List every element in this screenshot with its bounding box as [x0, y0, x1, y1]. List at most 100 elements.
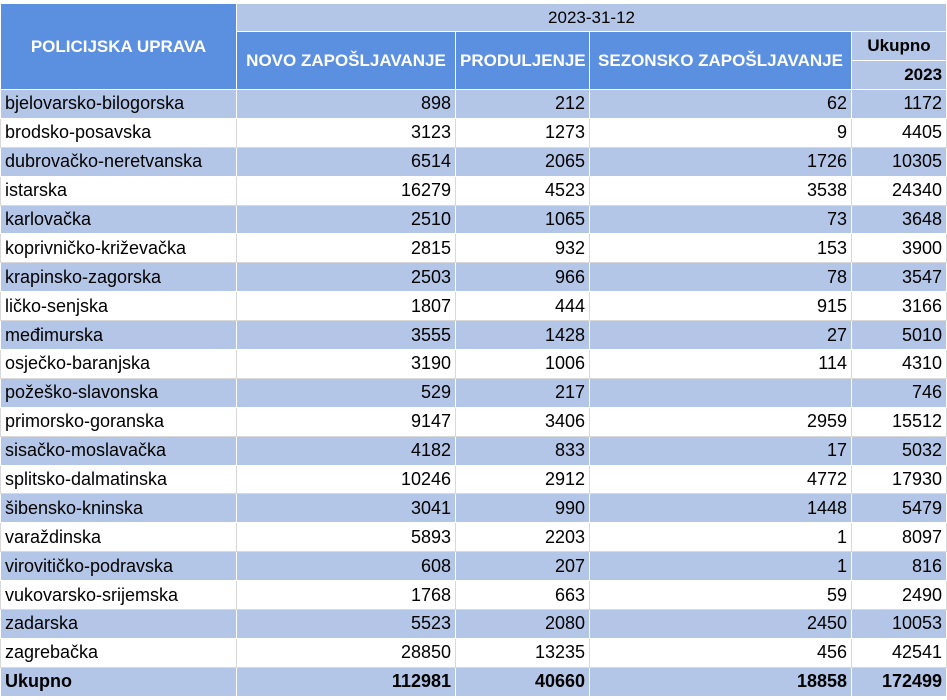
cell-seasonal: 17: [589, 435, 852, 466]
cell-name: požeško-slavonska: [0, 377, 237, 408]
cell-seasonal: 73: [589, 204, 852, 235]
cell-new: 5523: [236, 609, 456, 639]
cell-seasonal: 3538: [589, 175, 852, 206]
cell-total: 24340: [850, 175, 947, 206]
table-row: zagrebačka 28850 13235 456 42541: [0, 637, 947, 668]
cell-name: vukovarsko-srijemska: [0, 580, 237, 611]
header-total-year: 2023: [850, 60, 947, 90]
header-extension: PRODULJENJE: [455, 31, 590, 90]
total-label: Ukupno: [0, 666, 237, 697]
cell-total: 2490: [850, 580, 947, 611]
cell-new: 16279: [236, 175, 456, 206]
cell-new: 1807: [236, 291, 456, 322]
cell-seasonal: 9: [589, 117, 852, 148]
cell-total: 4405: [850, 117, 947, 148]
cell-total: 3547: [850, 262, 947, 293]
cell-new: 2503: [236, 262, 456, 293]
cell-name: brodsko-posavska: [0, 117, 237, 148]
cell-extension: 4523: [455, 175, 590, 206]
cell-seasonal: 153: [589, 233, 852, 264]
cell-extension: 1065: [455, 204, 590, 235]
table-row: šibensko-kninska 3041 990 1448 5479: [0, 493, 947, 524]
cell-new: 898: [236, 89, 456, 119]
cell-new: 3123: [236, 117, 456, 148]
cell-name: međimurska: [0, 320, 237, 351]
cell-total: 746: [850, 377, 947, 408]
cell-extension: 966: [455, 262, 590, 293]
cell-new: 529: [236, 377, 456, 408]
table-row: zadarska 5523 2080 2450 10053: [0, 609, 947, 639]
header-seasonal-employment: SEZONSKO ZAPOŠLJAVANJE: [589, 31, 852, 90]
cell-total: 3648: [850, 204, 947, 235]
table-body: bjelovarsko-bilogorska 898 212 62 1172 b…: [0, 89, 947, 697]
cell-total: 8097: [850, 522, 947, 553]
header-total: Ukupno: [850, 31, 947, 61]
total-extension: 40660: [455, 666, 590, 697]
cell-total: 5032: [850, 435, 947, 466]
cell-new: 2815: [236, 233, 456, 264]
cell-total: 3900: [850, 233, 947, 264]
cell-extension: 932: [455, 233, 590, 264]
table-row: vukovarsko-srijemska 1768 663 59 2490: [0, 580, 947, 611]
table-row: krapinsko-zagorska 2503 966 78 3547: [0, 262, 947, 293]
table-row: primorsko-goranska 9147 3406 2959 15512: [0, 406, 947, 437]
cell-seasonal: 27: [589, 320, 852, 351]
cell-seasonal: 2450: [589, 609, 852, 639]
cell-name: primorsko-goranska: [0, 406, 237, 437]
cell-extension: 2912: [455, 464, 590, 495]
cell-seasonal: [589, 377, 852, 408]
cell-name: krapinsko-zagorska: [0, 262, 237, 293]
cell-name: zadarska: [0, 609, 237, 639]
cell-new: 4182: [236, 435, 456, 466]
total-row: Ukupno 112981 40660 18858 172499: [0, 666, 947, 697]
table-row: brodsko-posavska 3123 1273 9 4405: [0, 117, 947, 148]
cell-seasonal: 1726: [589, 146, 852, 177]
cell-total: 17930: [850, 464, 947, 495]
cell-name: šibensko-kninska: [0, 493, 237, 524]
cell-seasonal: 915: [589, 291, 852, 322]
cell-new: 10246: [236, 464, 456, 495]
cell-total: 1172: [850, 89, 947, 119]
cell-new: 2510: [236, 204, 456, 235]
cell-new: 3041: [236, 493, 456, 524]
cell-total: 15512: [850, 406, 947, 437]
cell-seasonal: 1: [589, 522, 852, 553]
cell-name: koprivničko-križevačka: [0, 233, 237, 264]
cell-total: 5479: [850, 493, 947, 524]
cell-total: 10305: [850, 146, 947, 177]
cell-name: istarska: [0, 175, 237, 206]
cell-name: ličko-senjska: [0, 291, 237, 322]
cell-extension: 3406: [455, 406, 590, 437]
table-row: koprivničko-križevačka 2815 932 153 3900: [0, 233, 947, 264]
cell-extension: 833: [455, 435, 590, 466]
cell-new: 3555: [236, 320, 456, 351]
total-seasonal: 18858: [589, 666, 852, 697]
cell-new: 9147: [236, 406, 456, 437]
cell-seasonal: 1: [589, 551, 852, 582]
table-row: karlovačka 2510 1065 73 3648: [0, 204, 947, 235]
cell-extension: 990: [455, 493, 590, 524]
table-row: bjelovarsko-bilogorska 898 212 62 1172: [0, 89, 947, 119]
table-row: sisačko-moslavačka 4182 833 17 5032: [0, 435, 947, 466]
table-row: osječko-baranjska 3190 1006 114 4310: [0, 349, 947, 379]
table-row: međimurska 3555 1428 27 5010: [0, 320, 947, 351]
cell-extension: 1428: [455, 320, 590, 351]
cell-extension: 444: [455, 291, 590, 322]
cell-new: 6514: [236, 146, 456, 177]
header-date: 2023-31-12: [235, 3, 947, 32]
cell-name: varaždinska: [0, 522, 237, 553]
cell-extension: 217: [455, 377, 590, 408]
cell-new: 28850: [236, 637, 456, 668]
cell-seasonal: 114: [589, 349, 852, 379]
cell-extension: 1006: [455, 349, 590, 379]
cell-total: 10053: [850, 609, 947, 639]
cell-extension: 2065: [455, 146, 590, 177]
cell-new: 5893: [236, 522, 456, 553]
cell-name: sisačko-moslavačka: [0, 435, 237, 466]
cell-total: 3166: [850, 291, 947, 322]
cell-total: 816: [850, 551, 947, 582]
cell-seasonal: 2959: [589, 406, 852, 437]
header-police-administration: POLICIJSKA UPRAVA: [0, 3, 237, 90]
cell-total: 42541: [850, 637, 947, 668]
table-row: istarska 16279 4523 3538 24340: [0, 175, 947, 206]
